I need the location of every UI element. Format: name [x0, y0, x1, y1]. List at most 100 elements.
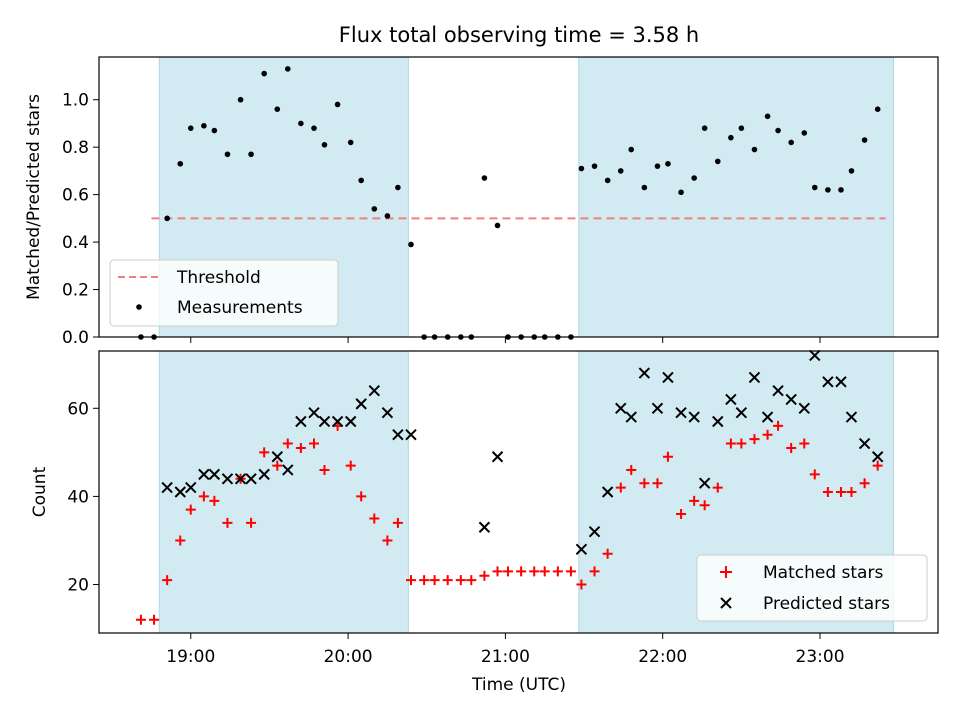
measurement-point	[481, 175, 488, 181]
predicted-star-point	[258, 468, 270, 481]
matched-star-point	[539, 566, 550, 577]
predicted-star-point	[822, 376, 834, 388]
matched-star-point	[406, 575, 417, 586]
matched-star-point	[615, 482, 626, 493]
measurement-point	[628, 146, 635, 153]
top-axes-frame	[98, 56, 939, 338]
matched-star-point	[259, 447, 270, 458]
measurement-point	[678, 189, 684, 196]
predicted-star-point	[698, 477, 711, 489]
matched-star-point	[822, 487, 833, 497]
measurement-point	[591, 163, 598, 169]
predicted-star-point	[282, 464, 294, 476]
measurement-point	[728, 134, 734, 141]
shaded-interval	[578, 56, 894, 338]
measurement-point	[201, 123, 207, 129]
measurement-point	[838, 187, 844, 193]
predicted-star-point	[651, 402, 664, 414]
matched-star-point	[835, 487, 846, 497]
measurement-point	[164, 215, 170, 222]
legend-matched-label: Matched stars	[763, 563, 883, 583]
predicted-star-point	[871, 451, 884, 463]
matched-star-point	[222, 517, 233, 528]
bottom-ylabel: Count	[30, 466, 50, 517]
matched-star-point	[319, 464, 330, 475]
matched-star-point	[209, 495, 220, 506]
matched-star-point	[652, 478, 663, 489]
predicted-star-point	[161, 481, 173, 494]
measurement-point	[321, 141, 328, 148]
matched-star-point	[699, 500, 710, 511]
matched-star-point	[736, 438, 747, 449]
predicted-star-point	[355, 398, 367, 410]
matched-star-point	[809, 469, 820, 480]
matched-star-point	[442, 575, 453, 586]
x-tick-label: 19:00	[166, 647, 215, 667]
predicted-star-point	[234, 473, 247, 485]
measurement-point	[298, 120, 304, 127]
measurement-point	[701, 125, 708, 131]
predicted-star-point	[295, 415, 307, 428]
y-tick-label: 0.2	[62, 281, 89, 301]
predicted-star-point	[662, 371, 674, 384]
predicted-star-point	[381, 406, 394, 419]
predicted-star-point	[588, 525, 601, 538]
top-panel: 0.0 0.2 0.4 0.6 0.8 1.0 Matched/Predicted sta…	[24, 56, 939, 348]
matched-star-point	[466, 575, 477, 586]
matched-star-point	[689, 495, 700, 506]
measurement-point	[714, 158, 721, 165]
matched-star-point	[455, 575, 466, 586]
predicted-star-point	[271, 451, 283, 463]
matched-star-point	[492, 566, 503, 577]
measurement-point	[358, 177, 364, 184]
legend-measurements-swatch	[136, 304, 142, 310]
predicted-star-point	[675, 406, 687, 419]
matched-star-point	[479, 570, 490, 581]
measurement-point	[861, 137, 868, 143]
predicted-star-point	[185, 481, 197, 494]
y-tick-label: 0.6	[62, 186, 89, 206]
matched-star-point	[282, 438, 293, 449]
matched-star-point	[308, 438, 319, 449]
predicted-star-point	[845, 411, 858, 423]
measurement-point	[825, 187, 831, 193]
measurement-point	[334, 101, 341, 108]
measurement-point	[395, 184, 401, 191]
measurement-point	[248, 151, 254, 158]
matched-star-point	[712, 482, 723, 493]
y-tick-label: 1.0	[62, 91, 89, 111]
predicted-star-point	[748, 371, 761, 384]
matched-star-point	[419, 575, 430, 586]
matched-star-point	[392, 517, 403, 528]
legend-predicted-label: Predicted stars	[763, 594, 890, 614]
matched-star-point	[429, 575, 440, 586]
matched-star-point	[369, 513, 380, 524]
matched-star-point	[345, 460, 356, 471]
predicted-star-point	[835, 376, 847, 388]
matched-star-point	[529, 566, 540, 577]
measurement-point	[604, 177, 611, 184]
matched-star-point	[799, 438, 810, 449]
y-tick-label: 40	[67, 487, 89, 507]
matched-star-point	[872, 460, 883, 471]
x-tick-label: 22:00	[638, 647, 687, 667]
matched-star-point	[516, 566, 527, 577]
predicted-star-point	[245, 473, 257, 485]
measurement-point	[775, 127, 781, 134]
measurement-point	[274, 106, 281, 113]
measurement-point	[764, 113, 771, 120]
bottom-legend: Matched stars Predicted stars	[696, 554, 928, 622]
bottom-panel: 20 40 60 19:00 20:00 21:00 22:00 23:00 Count T…	[30, 349, 939, 695]
predicted-star-point	[638, 367, 651, 379]
matched-star-point	[382, 535, 393, 546]
legend-predicted-swatch	[720, 597, 732, 609]
predicted-star-point	[331, 415, 344, 428]
top-ylabel: Matched/Predicted stars	[24, 94, 44, 300]
matched-star-point	[786, 442, 797, 453]
predicted-star-point	[761, 411, 774, 423]
matched-star-point	[552, 566, 563, 577]
predicted-star-point	[308, 406, 320, 419]
measurement-point	[237, 96, 244, 103]
matched-star-point	[185, 504, 196, 515]
measurement-point	[811, 184, 818, 191]
